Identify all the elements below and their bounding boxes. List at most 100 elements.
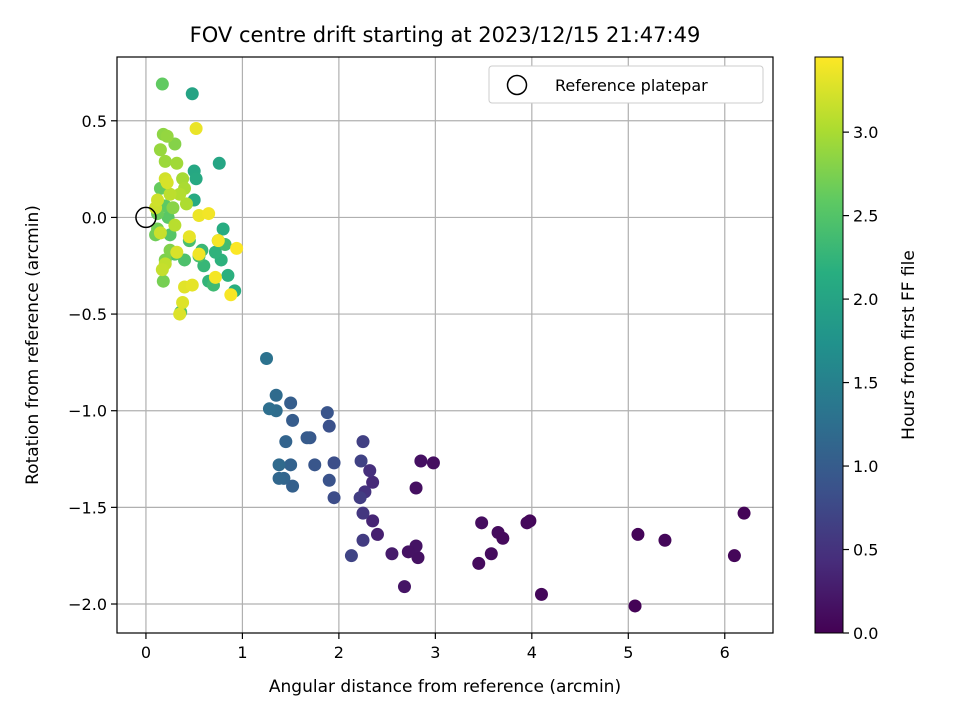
data-point: [385, 547, 399, 561]
data-point: [155, 263, 169, 277]
data-point: [363, 464, 377, 478]
data-point: [628, 599, 642, 613]
data-point: [411, 551, 425, 565]
data-point: [737, 506, 751, 520]
data-point: [197, 259, 211, 273]
data-point: [475, 516, 489, 530]
data-point: [534, 587, 548, 601]
data-point: [182, 230, 196, 244]
data-point: [366, 475, 380, 489]
data-point: [153, 143, 167, 157]
data-point: [224, 288, 238, 302]
data-point: [496, 531, 510, 545]
data-point: [631, 527, 645, 541]
data-point: [356, 533, 370, 547]
y-tick-label: −1.5: [68, 498, 107, 517]
colorbar-label: Hours from first FF file: [899, 250, 919, 440]
y-axis-ticks: 0.5 0.0 −0.5 −1.0 −1.5 −2.0: [68, 112, 117, 614]
data-point: [320, 406, 334, 420]
data-point: [170, 156, 184, 170]
data-point: [168, 218, 182, 232]
colorbar-tick-label: 0.5: [853, 541, 878, 560]
data-point: [397, 580, 411, 594]
x-tick-label: 0: [141, 643, 151, 662]
data-point: [179, 197, 193, 211]
legend-label: Reference platepar: [555, 76, 708, 95]
legend: Reference platepar: [488, 65, 764, 104]
data-point: [472, 556, 486, 570]
data-point: [160, 176, 174, 190]
data-point: [327, 491, 341, 505]
colorbar-tick-label: 1.5: [853, 374, 878, 393]
colorbar-gradient: [814, 56, 844, 634]
legend-open-circle-icon: [506, 74, 528, 96]
colorbar-tick-label: 3.0: [853, 123, 878, 142]
colorbar: 0.0 0.5 1.0 1.5 2.0 2.5 3.0 Hours from first F…: [814, 56, 919, 643]
data-point: [163, 187, 177, 201]
data-point: [370, 527, 384, 541]
x-tick-label: 4: [527, 643, 537, 662]
colorbar-tick-label: 0.0: [853, 624, 878, 643]
data-point: [284, 458, 298, 472]
data-point: [269, 388, 283, 402]
plot-frame: [116, 56, 774, 634]
data-point: [221, 268, 235, 282]
colorbar-ticks: 0.0 0.5 1.0 1.5 2.0 2.5 3.0: [843, 123, 878, 643]
data-point: [212, 156, 226, 170]
data-point: [192, 208, 206, 222]
x-tick-label: 3: [430, 643, 440, 662]
data-point: [401, 545, 415, 559]
grid-lines: [117, 57, 773, 633]
data-point: [279, 435, 293, 449]
chart-title: FOV centre drift starting at 2023/12/15 …: [190, 23, 701, 47]
data-point: [155, 77, 169, 91]
data-point: [185, 87, 199, 101]
x-tick-label: 1: [237, 643, 247, 662]
data-point: [156, 274, 170, 288]
data-point: [300, 431, 314, 445]
data-point: [327, 456, 341, 470]
data-point: [173, 187, 187, 201]
y-tick-label: 0.5: [82, 112, 107, 131]
data-point: [208, 270, 222, 284]
x-tick-label: 2: [334, 643, 344, 662]
data-point: [484, 547, 498, 561]
data-point: [414, 454, 428, 468]
data-point: [176, 295, 190, 309]
x-axis-ticks: 0 1 2 3 4 5 6: [141, 633, 730, 662]
data-point: [356, 435, 370, 449]
legend-box: [488, 65, 764, 104]
data-point: [211, 234, 225, 248]
data-point: [322, 419, 336, 433]
data-point: [272, 471, 286, 485]
y-tick-label: −0.5: [68, 305, 107, 324]
data-point: [344, 549, 358, 563]
data-point: [727, 549, 741, 563]
data-points: [149, 77, 751, 613]
colorbar-tick-label: 2.0: [853, 290, 878, 309]
y-tick-label: 0.0: [82, 208, 107, 227]
data-point: [189, 172, 203, 186]
x-tick-label: 5: [623, 643, 633, 662]
y-axis-label: Rotation from reference (arcmin): [23, 205, 43, 485]
data-point: [426, 456, 440, 470]
data-point: [353, 491, 367, 505]
data-point: [192, 247, 206, 261]
data-point: [260, 352, 274, 366]
data-point: [286, 479, 300, 493]
data-point: [658, 533, 672, 547]
x-tick-label: 6: [720, 643, 730, 662]
x-axis-label: Angular distance from reference (arcmin): [269, 677, 621, 697]
data-point: [185, 278, 199, 292]
data-point: [163, 228, 177, 242]
y-tick-label: −1.0: [68, 402, 107, 421]
data-point: [356, 506, 370, 520]
data-point: [153, 226, 167, 240]
data-point: [202, 207, 216, 221]
data-point: [230, 241, 244, 255]
reference-platepar-marker: [135, 206, 157, 229]
data-point: [366, 514, 380, 528]
data-point: [262, 402, 276, 416]
data-point: [160, 129, 174, 143]
